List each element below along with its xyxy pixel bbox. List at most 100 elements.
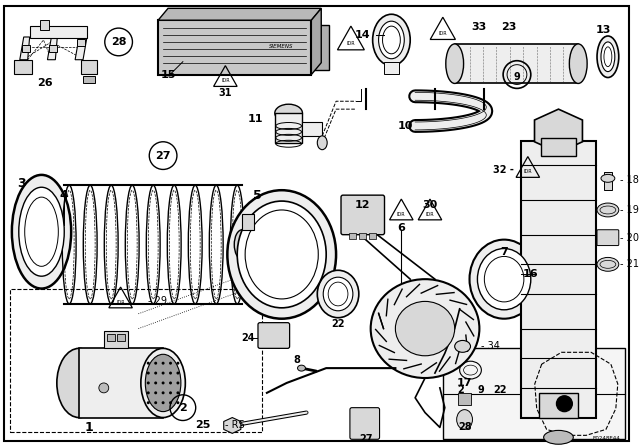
Circle shape <box>169 381 172 384</box>
Ellipse shape <box>379 21 404 59</box>
Ellipse shape <box>317 270 359 318</box>
Text: 6: 6 <box>397 223 405 233</box>
Circle shape <box>177 392 179 394</box>
Ellipse shape <box>371 279 479 378</box>
Circle shape <box>154 371 157 375</box>
Text: - 21: - 21 <box>620 259 639 269</box>
Ellipse shape <box>298 365 305 371</box>
Circle shape <box>169 401 172 404</box>
Ellipse shape <box>457 409 472 430</box>
Text: 8: 8 <box>293 355 300 365</box>
Bar <box>443 349 625 439</box>
Circle shape <box>154 401 157 404</box>
Bar <box>107 333 115 341</box>
Circle shape <box>162 401 164 404</box>
Ellipse shape <box>227 190 336 319</box>
Ellipse shape <box>275 104 303 122</box>
Text: IDR: IDR <box>347 41 355 46</box>
Bar <box>541 138 576 155</box>
Text: - 18: - 18 <box>620 175 639 185</box>
Text: 30: 30 <box>422 200 438 210</box>
Bar <box>14 60 31 73</box>
Text: 9: 9 <box>513 72 520 82</box>
Ellipse shape <box>601 42 615 72</box>
Text: IDR: IDR <box>116 300 125 305</box>
Polygon shape <box>224 418 241 433</box>
Bar <box>369 233 376 239</box>
Bar <box>116 333 125 341</box>
Text: 33: 33 <box>472 22 487 32</box>
Text: IDR: IDR <box>438 31 447 36</box>
Circle shape <box>162 381 164 384</box>
Bar <box>383 62 399 73</box>
Bar <box>49 45 58 52</box>
Text: - 29: - 29 <box>148 296 167 306</box>
Text: 22: 22 <box>332 319 345 329</box>
Text: SIEMENS: SIEMENS <box>269 44 294 49</box>
Circle shape <box>154 362 157 365</box>
Circle shape <box>169 371 172 375</box>
Ellipse shape <box>597 36 619 78</box>
Text: 12: 12 <box>355 200 371 210</box>
Bar <box>454 44 579 83</box>
Text: 7: 7 <box>500 247 508 258</box>
Polygon shape <box>312 9 321 74</box>
Bar <box>349 233 356 239</box>
Polygon shape <box>534 109 582 153</box>
Bar <box>521 141 596 418</box>
Bar <box>312 25 329 69</box>
Text: 10: 10 <box>397 121 413 131</box>
Polygon shape <box>20 37 29 60</box>
Text: 32 -: 32 - <box>493 165 514 176</box>
Bar <box>539 393 579 418</box>
Text: 14: 14 <box>355 30 371 40</box>
Bar <box>83 76 95 83</box>
Circle shape <box>147 371 150 375</box>
Ellipse shape <box>477 249 531 310</box>
Circle shape <box>162 362 164 365</box>
Ellipse shape <box>597 258 619 271</box>
Circle shape <box>154 392 157 394</box>
Bar <box>275 113 303 143</box>
Ellipse shape <box>470 240 539 319</box>
Bar <box>604 172 612 190</box>
Text: 4: 4 <box>60 189 68 202</box>
Text: - 20: - 20 <box>620 233 639 243</box>
Circle shape <box>177 362 179 365</box>
Ellipse shape <box>396 302 454 356</box>
Bar <box>359 233 365 239</box>
Ellipse shape <box>19 187 64 276</box>
Ellipse shape <box>141 349 186 418</box>
Text: - 34: - 34 <box>481 341 500 351</box>
Polygon shape <box>47 37 58 60</box>
Text: 11: 11 <box>247 114 263 124</box>
Bar <box>303 122 322 136</box>
Ellipse shape <box>317 136 327 150</box>
Text: 28: 28 <box>111 37 126 47</box>
Text: 27: 27 <box>359 434 372 444</box>
Bar <box>79 349 163 418</box>
Circle shape <box>154 381 157 384</box>
Bar <box>22 45 29 52</box>
Circle shape <box>99 383 109 393</box>
Bar <box>242 214 254 230</box>
FancyBboxPatch shape <box>258 323 290 349</box>
Bar <box>77 39 85 46</box>
Text: IDR: IDR <box>524 169 532 174</box>
Text: 9: 9 <box>477 385 484 395</box>
Text: 23: 23 <box>501 22 516 32</box>
Text: IDR: IDR <box>397 212 406 217</box>
Text: 15: 15 <box>161 69 177 80</box>
Text: 2: 2 <box>179 403 187 413</box>
Bar <box>104 331 129 349</box>
Circle shape <box>177 371 179 375</box>
Bar <box>40 20 49 30</box>
Text: 17: 17 <box>457 378 472 388</box>
Text: 26: 26 <box>36 78 52 88</box>
Circle shape <box>147 362 150 365</box>
Polygon shape <box>75 37 87 60</box>
Bar <box>10 289 262 432</box>
FancyBboxPatch shape <box>350 408 380 439</box>
Text: 13: 13 <box>595 25 611 35</box>
Text: 31: 31 <box>219 88 232 98</box>
